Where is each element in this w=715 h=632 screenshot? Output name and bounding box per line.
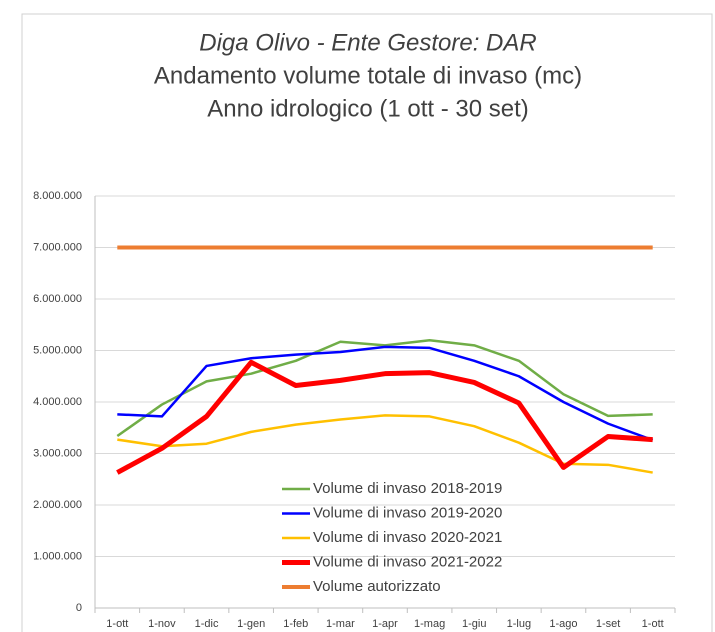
x-tick-label: 1-dic <box>195 618 219 630</box>
legend-label: Volume di invaso 2019-2020 <box>313 504 502 521</box>
y-tick-label: 3.000.000 <box>33 447 82 459</box>
x-tick-label: 1-apr <box>372 618 398 630</box>
x-tick-label: 1-lug <box>507 618 531 630</box>
series-line <box>116 338 653 438</box>
x-tick-label: 1-ago <box>549 618 577 630</box>
y-tick-label: 7.000.000 <box>33 241 82 253</box>
x-tick-label: 1-ott <box>642 618 664 630</box>
x-tick-label: 1-nov <box>148 618 176 630</box>
y-tick-label: 5.000.000 <box>33 344 82 356</box>
y-tick-label: 2.000.000 <box>33 499 82 511</box>
x-tick-label: 1-mar <box>326 618 355 630</box>
x-tick-label: 1-mag <box>414 618 445 630</box>
chart-title: Anno idrologico (1 ott - 30 set) <box>207 95 529 122</box>
x-tick-label: 1-set <box>596 618 620 630</box>
series-line <box>116 359 653 475</box>
x-tick-label: 1-giu <box>462 618 486 630</box>
y-tick-label: 0 <box>76 602 82 614</box>
x-tick-label: 1-gen <box>237 618 265 630</box>
y-tick-label: 1.000.000 <box>33 550 82 562</box>
y-tick-label: 4.000.000 <box>33 396 82 408</box>
legend-label: Volume di invaso 2018-2019 <box>313 480 502 497</box>
legend-label: Volume di invaso 2021-2022 <box>313 553 502 570</box>
y-tick-label: 8.000.000 <box>33 190 82 202</box>
chart-title: Diga Olivo - Ente Gestore: DAR <box>199 29 536 56</box>
series-line <box>117 345 654 442</box>
chart-frame <box>21 13 713 632</box>
y-tick-label: 6.000.000 <box>33 293 82 305</box>
x-tick-label: 1-ott <box>106 618 128 630</box>
x-tick-label: 1-feb <box>283 618 308 630</box>
chart-title: Andamento volume totale di invaso (mc) <box>154 62 582 89</box>
legend-label: Volume autorizzato <box>313 578 441 595</box>
legend-label: Volume di invaso 2020-2021 <box>313 529 502 546</box>
